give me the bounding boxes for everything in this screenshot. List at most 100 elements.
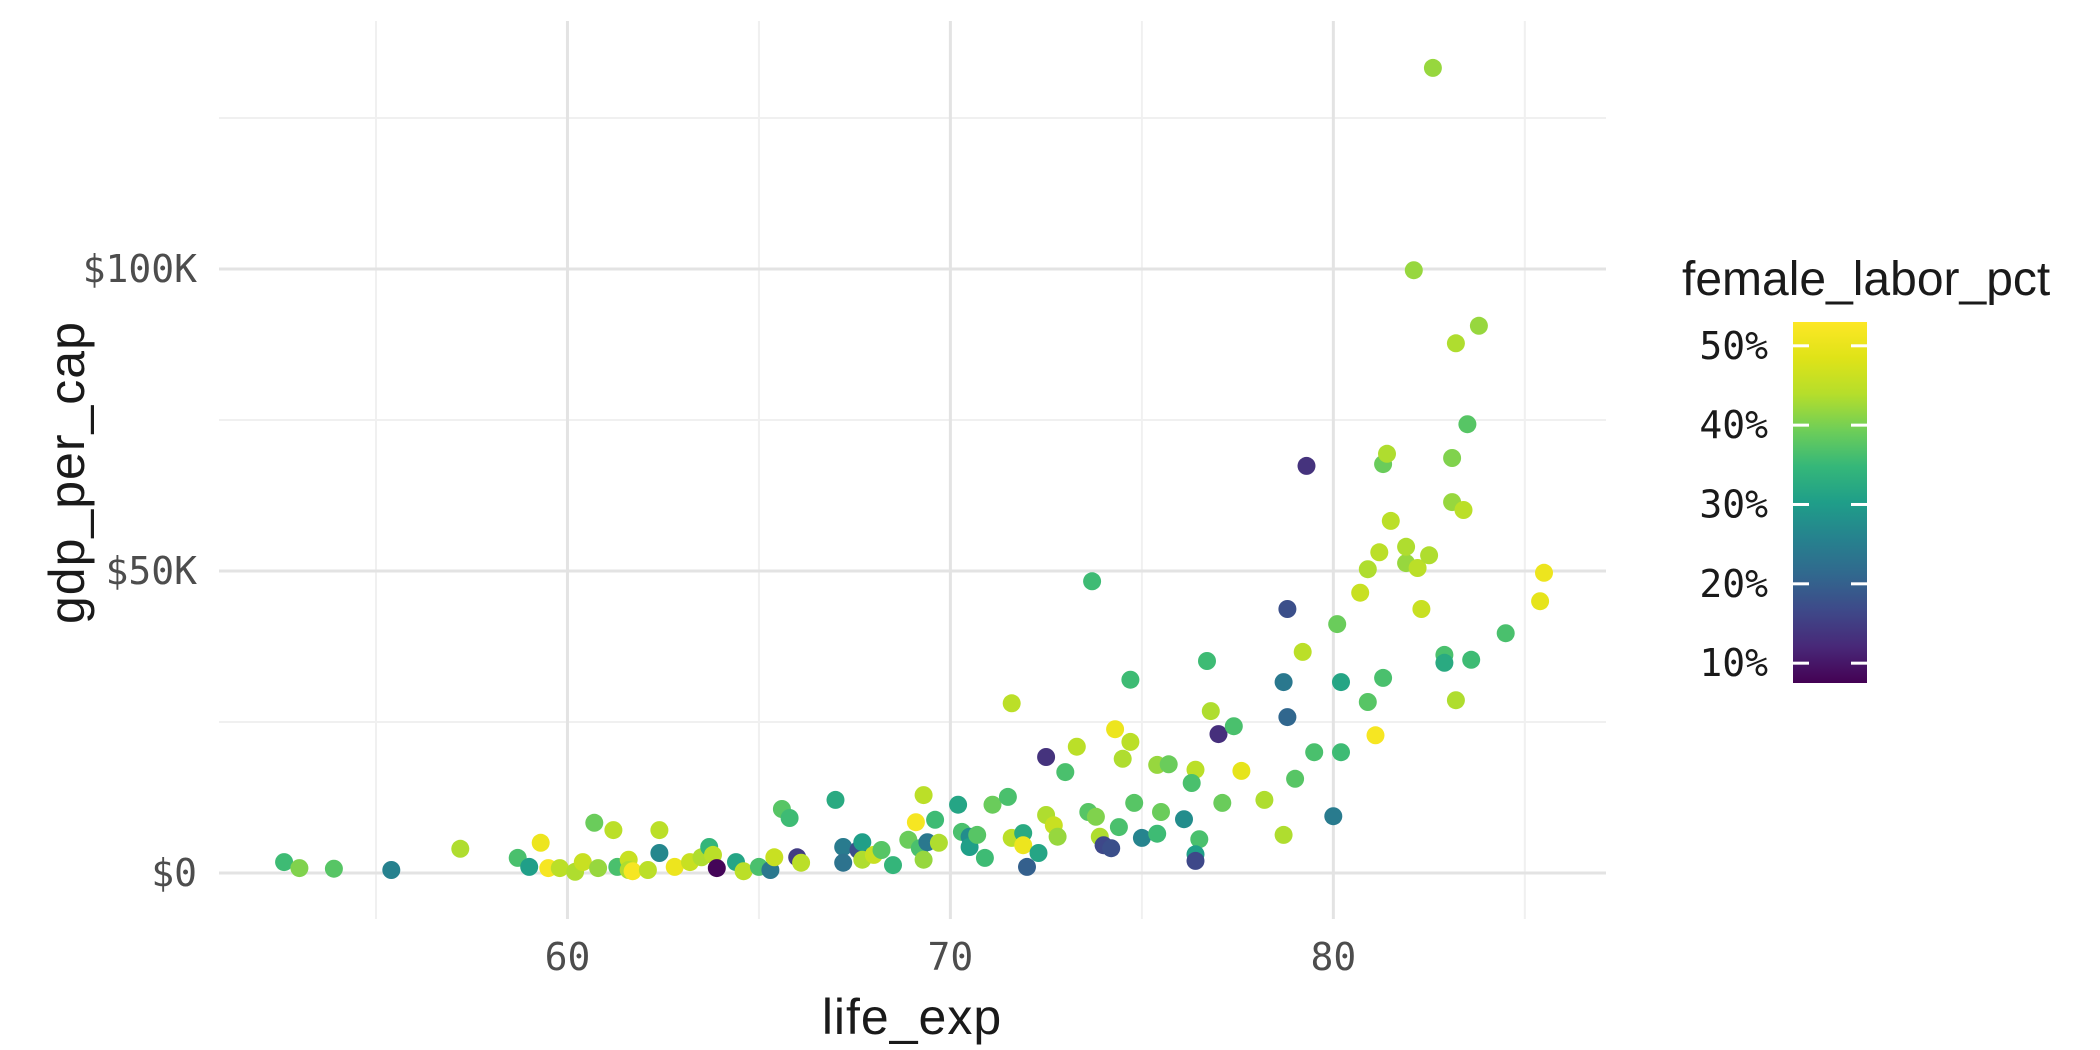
- data-point[interactable]: [1278, 600, 1297, 618]
- data-point[interactable]: [1297, 456, 1316, 475]
- data-point[interactable]: [1102, 839, 1121, 858]
- data-point[interactable]: [1305, 743, 1324, 762]
- data-point[interactable]: [834, 853, 853, 872]
- data-point[interactable]: [1378, 444, 1396, 463]
- data-point[interactable]: [1186, 851, 1205, 870]
- data-point[interactable]: [1152, 803, 1170, 821]
- data-point[interactable]: [1121, 732, 1140, 751]
- data-point[interactable]: [604, 821, 623, 840]
- data-point[interactable]: [1201, 702, 1220, 721]
- data-point[interactable]: [1113, 749, 1132, 768]
- data-point[interactable]: [1106, 720, 1125, 739]
- data-point[interactable]: [1332, 743, 1350, 762]
- data-point[interactable]: [1423, 58, 1442, 77]
- data-point[interactable]: [1458, 415, 1477, 434]
- data-point[interactable]: [1412, 600, 1431, 618]
- data-point[interactable]: [589, 859, 608, 878]
- data-point[interactable]: [1293, 642, 1312, 661]
- data-point[interactable]: [929, 833, 948, 852]
- data-point[interactable]: [1332, 673, 1350, 692]
- data-point[interactable]: [382, 861, 401, 879]
- data-point[interactable]: [975, 848, 994, 867]
- data-point[interactable]: [1132, 828, 1151, 847]
- data-point[interactable]: [1274, 825, 1293, 844]
- data-point[interactable]: [1351, 583, 1370, 602]
- data-point[interactable]: [1454, 501, 1473, 519]
- data-point[interactable]: [1086, 807, 1105, 826]
- data-point[interactable]: [1358, 693, 1377, 711]
- data-point[interactable]: [1224, 717, 1243, 736]
- data-point[interactable]: [650, 821, 669, 840]
- data-point[interactable]: [1213, 793, 1232, 812]
- data-point[interactable]: [1109, 818, 1128, 837]
- data-point[interactable]: [1381, 511, 1400, 530]
- data-point[interactable]: [623, 862, 642, 881]
- data-point[interactable]: [1083, 572, 1102, 591]
- data-point[interactable]: [983, 795, 1002, 814]
- data-point[interactable]: [451, 839, 470, 858]
- data-point[interactable]: [1374, 668, 1393, 687]
- data-point[interactable]: [1286, 769, 1305, 788]
- data-point[interactable]: [1148, 824, 1167, 843]
- data-point[interactable]: [1056, 763, 1075, 782]
- data-point[interactable]: [884, 856, 902, 875]
- data-point[interactable]: [275, 853, 294, 872]
- data-point[interactable]: [1125, 793, 1144, 812]
- data-point[interactable]: [1232, 761, 1251, 780]
- data-point[interactable]: [734, 862, 753, 881]
- data-point[interactable]: [826, 790, 845, 809]
- data-point[interactable]: [1469, 316, 1488, 335]
- data-point[interactable]: [1535, 563, 1553, 582]
- data-point[interactable]: [1496, 624, 1515, 643]
- data-point[interactable]: [1435, 653, 1454, 672]
- data-point[interactable]: [1278, 708, 1297, 727]
- data-point[interactable]: [1175, 810, 1193, 829]
- data-point[interactable]: [1190, 830, 1209, 849]
- data-point[interactable]: [949, 795, 968, 814]
- data-point[interactable]: [1462, 650, 1481, 669]
- data-point[interactable]: [1446, 691, 1465, 710]
- data-point[interactable]: [1328, 615, 1347, 634]
- data-point[interactable]: [1531, 592, 1550, 611]
- data-point[interactable]: [1048, 827, 1067, 846]
- data-point[interactable]: [1397, 537, 1416, 556]
- data-point[interactable]: [1358, 560, 1377, 579]
- data-point[interactable]: [1029, 844, 1048, 862]
- data-point[interactable]: [765, 848, 784, 867]
- data-point[interactable]: [1159, 755, 1178, 774]
- data-point[interactable]: [1182, 774, 1201, 792]
- data-point[interactable]: [914, 786, 933, 805]
- data-point[interactable]: [1366, 726, 1385, 745]
- data-point[interactable]: [792, 853, 811, 872]
- data-point[interactable]: [1014, 836, 1033, 855]
- data-point[interactable]: [585, 813, 604, 832]
- data-point[interactable]: [1209, 725, 1228, 744]
- data-point[interactable]: [1067, 737, 1086, 756]
- data-point[interactable]: [324, 859, 343, 878]
- data-point[interactable]: [872, 841, 891, 859]
- data-point[interactable]: [1198, 652, 1216, 670]
- data-point[interactable]: [638, 861, 657, 879]
- data-point[interactable]: [914, 850, 933, 869]
- data-point[interactable]: [1404, 261, 1423, 280]
- data-point[interactable]: [968, 825, 987, 844]
- data-point[interactable]: [520, 857, 539, 876]
- data-point[interactable]: [1370, 543, 1389, 562]
- data-point[interactable]: [834, 838, 853, 856]
- data-point[interactable]: [1443, 449, 1462, 467]
- data-point[interactable]: [1018, 857, 1036, 876]
- data-point[interactable]: [531, 833, 550, 852]
- data-point[interactable]: [665, 857, 684, 876]
- data-point[interactable]: [1255, 790, 1274, 809]
- data-point[interactable]: [906, 813, 925, 832]
- data-point[interactable]: [926, 810, 945, 829]
- data-point[interactable]: [550, 859, 569, 878]
- data-point[interactable]: [1420, 546, 1439, 565]
- data-point[interactable]: [780, 809, 799, 827]
- data-point[interactable]: [853, 833, 872, 852]
- data-point[interactable]: [1408, 559, 1427, 577]
- data-point[interactable]: [1037, 748, 1056, 766]
- data-point[interactable]: [1002, 694, 1021, 713]
- data-point[interactable]: [1446, 334, 1465, 353]
- data-point[interactable]: [1121, 670, 1140, 689]
